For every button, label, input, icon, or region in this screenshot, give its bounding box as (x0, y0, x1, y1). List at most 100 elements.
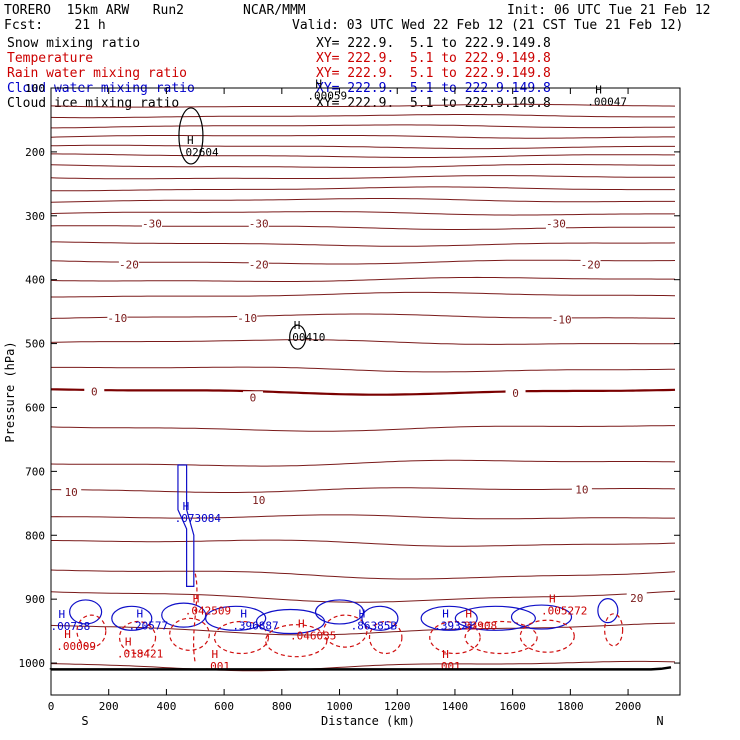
cloud-water-contour (314, 599, 365, 625)
isotherm-line (50, 459, 676, 467)
extremum-marker: H (465, 607, 472, 620)
y-tick-label: 100 (25, 82, 45, 95)
isotherm-label: -30 (142, 217, 162, 230)
model-title: TORERO 15km ARW Run2 (4, 3, 185, 18)
extremum-marker: H (136, 607, 143, 620)
isotherm-label: -10 (107, 312, 127, 325)
right-endpoint-label: N (656, 714, 663, 728)
extremum-marker: H (294, 319, 301, 332)
x-tick-label: 400 (156, 700, 176, 713)
rain-contour (169, 617, 210, 651)
isotherm-label-bg (237, 312, 258, 325)
legend-xy-temperature: XY= 222.9. 5.1 to 222.9.149.8 (316, 51, 551, 66)
cloud-water-contour (69, 599, 103, 625)
forecast-hour: Fcst: 21 h (4, 18, 106, 33)
extremum-label: .00738 (51, 620, 91, 633)
extremum-marker: H (183, 500, 190, 513)
valid-time: Valid: 03 UTC Wed 22 Feb 12 (21 CST Tue … (292, 18, 684, 33)
extremum-marker: H (187, 134, 194, 147)
terrain-line (49, 666, 672, 671)
extremum-label: .001 (203, 660, 230, 673)
extremum-label: .39321 (434, 619, 474, 632)
isotherm-line (51, 124, 676, 129)
extremum-marker: H (549, 593, 556, 606)
isotherm-label-bg (571, 483, 592, 496)
legend-xy-snow: XY= 222.9. 5.1 to 222.9.149.8 (316, 36, 551, 51)
isotherm-label: 0 (512, 387, 519, 400)
isotherm-label: -10 (237, 312, 257, 325)
x-tick-label: 1400 (442, 700, 469, 713)
rain-contour (193, 573, 198, 664)
isotherm-label-bg (545, 217, 566, 230)
isotherm-label-bg (84, 385, 105, 398)
cloud-water-contour (420, 605, 478, 631)
init-time: Init: 06 UTC Tue 21 Feb 12 (507, 3, 711, 18)
rain-contour (464, 620, 538, 655)
isotherm-line (50, 144, 675, 150)
isotherm-line (51, 186, 675, 192)
isotherm-label-bg (141, 217, 162, 230)
cloud-water-contour (510, 604, 573, 630)
extremum-label: .00047 (587, 95, 627, 108)
ice-contour (289, 324, 307, 350)
rain-contour (118, 620, 157, 655)
legend-label-temperature: Temperature (7, 51, 94, 66)
x-tick-label: 2000 (615, 700, 642, 713)
isotherm-label: 0 (250, 391, 257, 404)
isotherm-label: 20 (630, 592, 643, 605)
snow-contour (178, 107, 204, 165)
isotherm-line (51, 153, 675, 158)
extremum-label: .046035 (290, 630, 336, 643)
extremum-label: .00410 (286, 331, 326, 344)
isotherm-line (50, 425, 675, 432)
x-tick-label: 600 (214, 700, 234, 713)
cloud-water-contour (161, 602, 207, 628)
isotherm-line (51, 241, 676, 247)
y-tick-label: 900 (25, 593, 45, 606)
isotherm-line (50, 388, 676, 396)
extremum-label: .073084 (175, 512, 222, 525)
extremum-label: .042509 (185, 605, 231, 618)
extremum-label: .00009 (56, 640, 96, 653)
extremum-marker: H (59, 608, 66, 621)
isotherm-label: -30 (249, 217, 269, 230)
legend-xy-rain: XY= 222.9. 5.1 to 222.9.149.8 (316, 66, 551, 81)
isotherm-line (50, 569, 676, 580)
extremum-label: .005272 (541, 605, 587, 618)
isotherm-label-bg (107, 312, 128, 325)
isotherm-label-bg (626, 591, 647, 604)
extremum-marker: H (193, 593, 200, 606)
isotherm-line (51, 291, 676, 298)
isotherm-label-bg (248, 217, 269, 230)
extremum-label: .33908 (457, 619, 497, 632)
y-tick-label: 300 (25, 210, 45, 223)
isotherm-label: -20 (249, 258, 269, 271)
isotherm-line (51, 487, 676, 493)
isotherm-label: -30 (546, 217, 566, 230)
y-tick-label: 400 (25, 274, 45, 287)
isotherm-line (50, 114, 675, 119)
rain-contour (265, 624, 328, 658)
y-tick-label: 700 (25, 465, 45, 478)
isotherm-label: 10 (252, 494, 265, 507)
isotherm-line (51, 539, 676, 547)
x-tick-label: 1000 (326, 700, 353, 713)
isotherm-line (50, 175, 675, 180)
isotherm-label-bg (580, 258, 601, 271)
y-axis-label: Pressure (hPa) (3, 341, 17, 442)
isotherm-line (50, 590, 676, 603)
rain-contour (429, 620, 481, 655)
extremum-marker: H (240, 607, 247, 620)
isotherm-line (50, 622, 676, 636)
extremum-marker: H (298, 618, 305, 631)
isotherm-line (50, 198, 675, 203)
x-tick-label: 200 (99, 700, 119, 713)
x-tick-label: 1200 (384, 700, 411, 713)
isotherm-line (50, 135, 675, 139)
isotherm-label-bg (551, 313, 572, 326)
x-tick-label: 800 (272, 700, 292, 713)
isotherm-line (50, 211, 675, 216)
plot-frame (50, 87, 681, 696)
legend-label-snow: Snow mixing ratio (7, 36, 141, 51)
